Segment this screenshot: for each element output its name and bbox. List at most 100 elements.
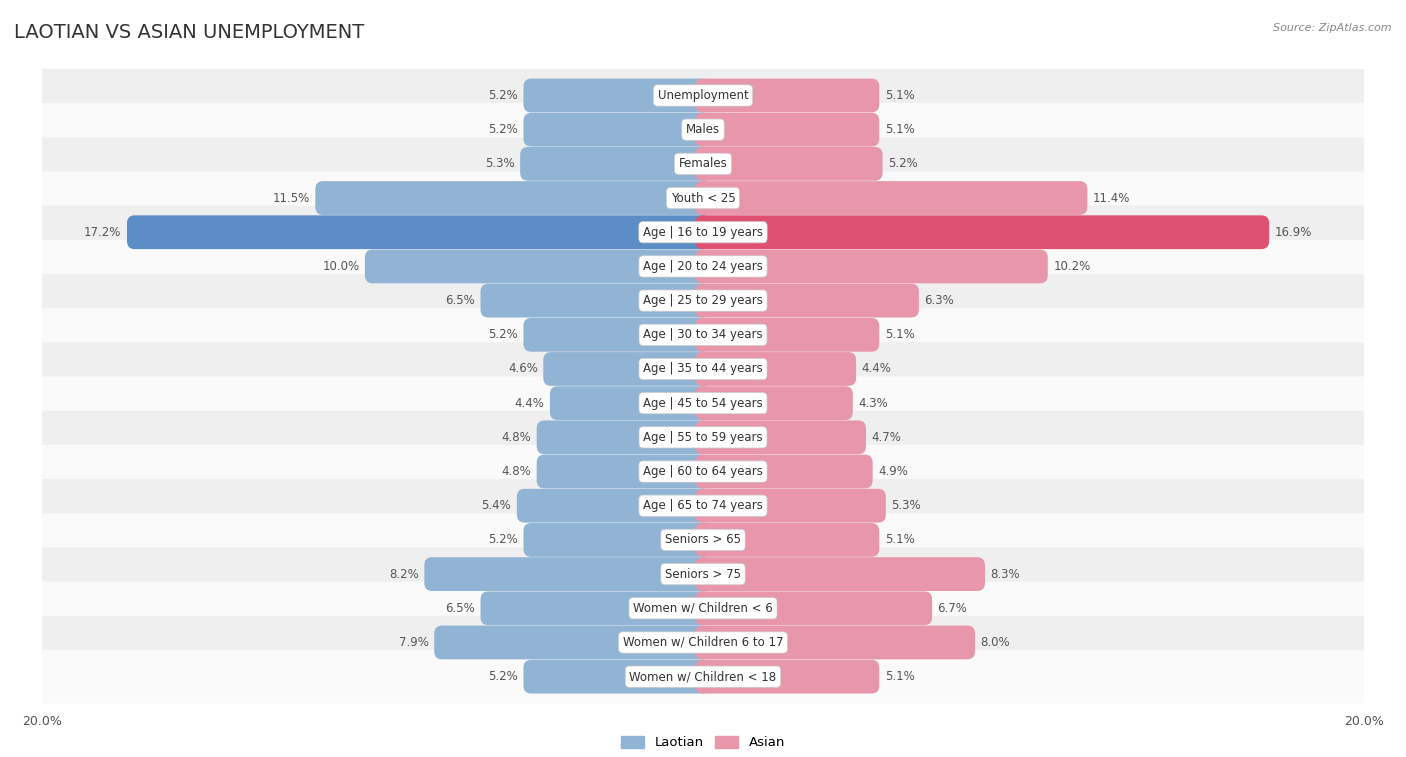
FancyBboxPatch shape xyxy=(696,284,920,317)
FancyBboxPatch shape xyxy=(32,615,1374,669)
FancyBboxPatch shape xyxy=(696,489,886,522)
FancyBboxPatch shape xyxy=(32,411,1374,464)
FancyBboxPatch shape xyxy=(696,455,873,488)
Text: 4.6%: 4.6% xyxy=(508,363,537,375)
Text: 10.0%: 10.0% xyxy=(322,260,360,273)
Text: 5.3%: 5.3% xyxy=(891,499,921,512)
FancyBboxPatch shape xyxy=(537,455,710,488)
Text: 4.8%: 4.8% xyxy=(502,431,531,444)
FancyBboxPatch shape xyxy=(434,625,710,659)
Text: Age | 35 to 44 years: Age | 35 to 44 years xyxy=(643,363,763,375)
Text: 5.2%: 5.2% xyxy=(488,534,517,547)
Text: LAOTIAN VS ASIAN UNEMPLOYMENT: LAOTIAN VS ASIAN UNEMPLOYMENT xyxy=(14,23,364,42)
Text: 6.3%: 6.3% xyxy=(924,294,955,307)
Text: 10.2%: 10.2% xyxy=(1053,260,1091,273)
FancyBboxPatch shape xyxy=(425,557,710,591)
Text: Seniors > 75: Seniors > 75 xyxy=(665,568,741,581)
FancyBboxPatch shape xyxy=(696,557,986,591)
FancyBboxPatch shape xyxy=(696,113,879,147)
Text: 5.2%: 5.2% xyxy=(488,329,517,341)
FancyBboxPatch shape xyxy=(550,386,710,420)
FancyBboxPatch shape xyxy=(696,318,879,352)
Text: 11.5%: 11.5% xyxy=(273,192,309,204)
FancyBboxPatch shape xyxy=(523,660,710,693)
FancyBboxPatch shape xyxy=(523,318,710,352)
Text: 8.3%: 8.3% xyxy=(990,568,1021,581)
FancyBboxPatch shape xyxy=(32,171,1374,225)
Text: 11.4%: 11.4% xyxy=(1092,192,1130,204)
FancyBboxPatch shape xyxy=(696,250,1047,283)
FancyBboxPatch shape xyxy=(366,250,710,283)
FancyBboxPatch shape xyxy=(523,523,710,557)
Text: Age | 60 to 64 years: Age | 60 to 64 years xyxy=(643,465,763,478)
FancyBboxPatch shape xyxy=(520,147,710,181)
FancyBboxPatch shape xyxy=(315,181,710,215)
FancyBboxPatch shape xyxy=(696,625,974,659)
FancyBboxPatch shape xyxy=(696,591,932,625)
Text: 4.4%: 4.4% xyxy=(515,397,544,410)
FancyBboxPatch shape xyxy=(481,591,710,625)
FancyBboxPatch shape xyxy=(543,352,710,386)
Text: 7.9%: 7.9% xyxy=(399,636,429,649)
Text: 4.8%: 4.8% xyxy=(502,465,531,478)
FancyBboxPatch shape xyxy=(32,376,1374,430)
Text: 4.9%: 4.9% xyxy=(879,465,908,478)
FancyBboxPatch shape xyxy=(32,206,1374,259)
Text: Age | 55 to 59 years: Age | 55 to 59 years xyxy=(643,431,763,444)
Text: 6.5%: 6.5% xyxy=(446,294,475,307)
FancyBboxPatch shape xyxy=(32,445,1374,498)
Text: 8.0%: 8.0% xyxy=(980,636,1010,649)
FancyBboxPatch shape xyxy=(696,147,883,181)
Text: 6.5%: 6.5% xyxy=(446,602,475,615)
Text: 5.2%: 5.2% xyxy=(488,89,517,102)
FancyBboxPatch shape xyxy=(523,113,710,147)
Text: Women w/ Children 6 to 17: Women w/ Children 6 to 17 xyxy=(623,636,783,649)
Text: 5.2%: 5.2% xyxy=(488,670,517,683)
Text: 5.1%: 5.1% xyxy=(884,534,914,547)
Text: Unemployment: Unemployment xyxy=(658,89,748,102)
Text: Seniors > 65: Seniors > 65 xyxy=(665,534,741,547)
FancyBboxPatch shape xyxy=(32,547,1374,601)
Text: 6.7%: 6.7% xyxy=(938,602,967,615)
Text: 16.9%: 16.9% xyxy=(1275,226,1312,238)
Text: Males: Males xyxy=(686,123,720,136)
Text: 4.4%: 4.4% xyxy=(862,363,891,375)
FancyBboxPatch shape xyxy=(537,420,710,454)
Text: Age | 45 to 54 years: Age | 45 to 54 years xyxy=(643,397,763,410)
FancyBboxPatch shape xyxy=(696,420,866,454)
FancyBboxPatch shape xyxy=(696,79,879,112)
Text: 17.2%: 17.2% xyxy=(84,226,121,238)
FancyBboxPatch shape xyxy=(523,79,710,112)
FancyBboxPatch shape xyxy=(32,69,1374,122)
Text: Youth < 25: Youth < 25 xyxy=(671,192,735,204)
Legend: Laotian, Asian: Laotian, Asian xyxy=(616,731,790,755)
FancyBboxPatch shape xyxy=(32,479,1374,532)
FancyBboxPatch shape xyxy=(517,489,710,522)
FancyBboxPatch shape xyxy=(32,342,1374,396)
Text: 8.2%: 8.2% xyxy=(389,568,419,581)
Text: Age | 16 to 19 years: Age | 16 to 19 years xyxy=(643,226,763,238)
FancyBboxPatch shape xyxy=(696,352,856,386)
FancyBboxPatch shape xyxy=(696,215,1270,249)
Text: Age | 30 to 34 years: Age | 30 to 34 years xyxy=(643,329,763,341)
FancyBboxPatch shape xyxy=(32,650,1374,703)
Text: Women w/ Children < 6: Women w/ Children < 6 xyxy=(633,602,773,615)
FancyBboxPatch shape xyxy=(32,240,1374,293)
Text: 5.3%: 5.3% xyxy=(485,157,515,170)
FancyBboxPatch shape xyxy=(32,137,1374,191)
Text: Age | 20 to 24 years: Age | 20 to 24 years xyxy=(643,260,763,273)
Text: 5.2%: 5.2% xyxy=(889,157,918,170)
Text: 4.3%: 4.3% xyxy=(858,397,889,410)
Text: Females: Females xyxy=(679,157,727,170)
FancyBboxPatch shape xyxy=(127,215,710,249)
Text: 4.7%: 4.7% xyxy=(872,431,901,444)
FancyBboxPatch shape xyxy=(696,386,853,420)
Text: 5.1%: 5.1% xyxy=(884,670,914,683)
FancyBboxPatch shape xyxy=(32,103,1374,157)
Text: Women w/ Children < 18: Women w/ Children < 18 xyxy=(630,670,776,683)
Text: 5.1%: 5.1% xyxy=(884,329,914,341)
FancyBboxPatch shape xyxy=(696,523,879,557)
FancyBboxPatch shape xyxy=(32,308,1374,361)
FancyBboxPatch shape xyxy=(696,181,1087,215)
Text: Age | 65 to 74 years: Age | 65 to 74 years xyxy=(643,499,763,512)
